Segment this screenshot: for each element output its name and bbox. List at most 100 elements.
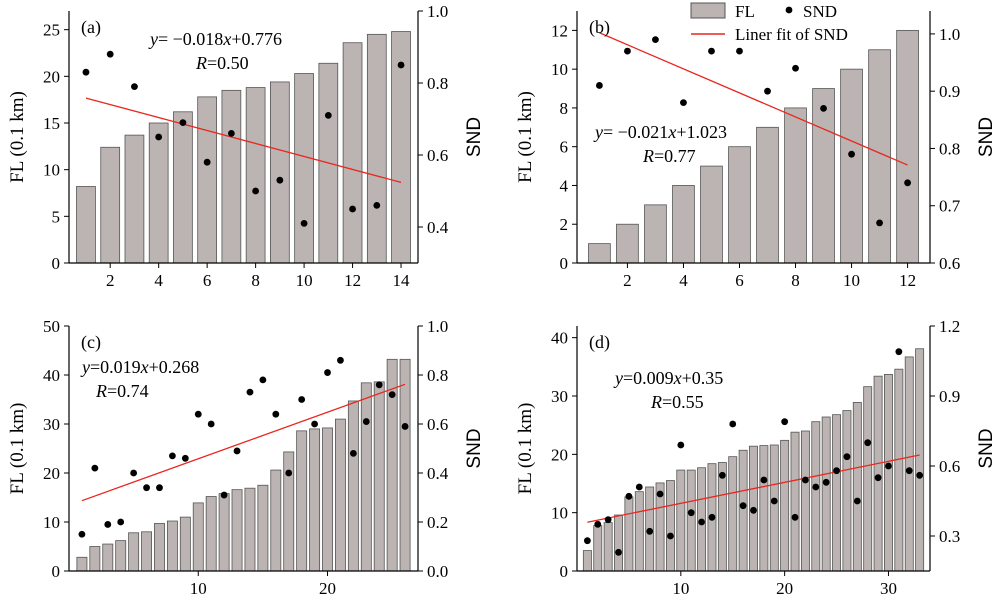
bar xyxy=(100,146,121,264)
bar xyxy=(296,430,308,572)
bar xyxy=(769,444,779,572)
y-right-tick-label: 0.7 xyxy=(939,197,961,216)
scatter-point xyxy=(252,187,260,195)
y-left-tick-label: 12 xyxy=(551,21,568,40)
scatter-point xyxy=(760,476,768,484)
scatter-point xyxy=(181,454,189,462)
scatter-point xyxy=(259,376,267,384)
scatter-point xyxy=(375,381,383,389)
y-left-tick-label: 4 xyxy=(560,176,569,195)
y-left-tick-label: 20 xyxy=(43,464,60,483)
fit-line xyxy=(599,32,908,166)
y-right-axis-title: SND xyxy=(976,117,997,157)
fit-equation-0: y= −0.018x+0.776 xyxy=(148,29,282,49)
bar xyxy=(218,493,230,572)
bar xyxy=(784,107,807,264)
scatter-point xyxy=(604,516,612,524)
scatter-point xyxy=(833,467,840,475)
x-tick-label: 30 xyxy=(880,579,897,598)
bar xyxy=(896,29,919,264)
bar xyxy=(756,126,779,264)
y-left-tick-label: 2 xyxy=(560,215,569,234)
y-right-tick-label: 1.0 xyxy=(939,25,960,44)
scatter-point xyxy=(635,483,643,491)
scatter-point xyxy=(802,476,809,484)
bar xyxy=(811,421,821,572)
x-tick-label: 2 xyxy=(623,271,632,290)
chart-panel-2: 10 20 0 10 20 30 40 50 0.0 0.2 0.4 0.6 0.8 1.0 FL (0.1… xyxy=(7,317,485,598)
scatter-point xyxy=(736,47,743,55)
scatter-point xyxy=(615,548,622,556)
x-tick-label: 2 xyxy=(106,271,115,290)
scatter-point xyxy=(624,47,631,55)
bar xyxy=(915,348,925,572)
bar xyxy=(614,514,623,572)
fit-equation-2: y=0.019x+0.268 xyxy=(80,357,199,377)
bar xyxy=(842,410,852,572)
y-right-tick-label: 1.2 xyxy=(939,317,960,336)
bar xyxy=(245,87,266,264)
y-right-axis-title: SND xyxy=(464,428,485,468)
scatter-point xyxy=(106,50,114,58)
bar xyxy=(593,525,603,572)
fit-equation-1: y= −0.021x+1.023 xyxy=(593,122,727,142)
scatter-point xyxy=(203,158,211,166)
scatter-point xyxy=(155,133,163,141)
bar xyxy=(166,520,178,572)
x-tick-label: 8 xyxy=(251,271,260,290)
scatter-point xyxy=(169,452,176,460)
x-tick-label: 4 xyxy=(679,271,688,290)
scatter-point xyxy=(194,410,202,418)
x-tick-label: 6 xyxy=(203,271,212,290)
x-tick-label: 10 xyxy=(843,271,860,290)
scatter-point xyxy=(916,471,924,479)
scatter-point xyxy=(822,478,830,486)
y-left-tick-label: 20 xyxy=(43,67,60,86)
scatter-point xyxy=(298,396,306,403)
scatter-point xyxy=(646,527,654,535)
scatter-point xyxy=(373,202,381,209)
y-left-tick-label: 5 xyxy=(52,207,61,226)
scatter-point xyxy=(876,219,883,227)
scatter-point xyxy=(667,532,674,540)
y-right-tick-label: 0.6 xyxy=(427,415,448,434)
scatter-point xyxy=(652,36,659,44)
y-right-tick-label: 0.2 xyxy=(427,513,448,532)
scatter-point xyxy=(625,492,633,500)
bar xyxy=(616,223,639,264)
y-right-tick-label: 0.0 xyxy=(427,562,448,581)
fit-line xyxy=(81,383,406,502)
bar xyxy=(269,81,290,264)
y-right-axis-title: SND xyxy=(464,117,485,157)
r-value-2: R=0.74 xyxy=(95,381,149,401)
bar xyxy=(812,88,835,264)
scatter-point xyxy=(708,47,715,55)
bar xyxy=(322,427,333,572)
y-right-tick-label: 0.4 xyxy=(427,464,449,483)
scatter-point xyxy=(401,423,409,430)
scatter-point xyxy=(362,418,370,425)
bar xyxy=(334,418,346,572)
bar xyxy=(800,430,810,572)
bar xyxy=(76,556,88,572)
y-left-tick-label: 25 xyxy=(43,21,60,40)
scatter-point xyxy=(729,420,737,428)
scatter-point xyxy=(770,497,778,505)
y-right-tick-label: 0.6 xyxy=(939,254,960,273)
bar xyxy=(832,414,842,572)
scatter-point xyxy=(143,484,150,492)
bar xyxy=(665,480,675,572)
y-right-tick-label: 0.4 xyxy=(427,218,449,237)
bar xyxy=(399,358,411,572)
scatter-point xyxy=(764,87,771,95)
bar xyxy=(884,374,893,572)
scatter-point xyxy=(131,83,138,90)
bar xyxy=(89,546,101,572)
y-left-axis-title: FL (0.1 km) xyxy=(7,91,28,183)
legend-bar-swatch xyxy=(690,2,726,19)
r-value-1: R=0.77 xyxy=(642,146,696,166)
scatter-point xyxy=(272,410,280,418)
scatter-point xyxy=(680,99,687,107)
y-right-tick-label: 0.8 xyxy=(427,74,448,93)
